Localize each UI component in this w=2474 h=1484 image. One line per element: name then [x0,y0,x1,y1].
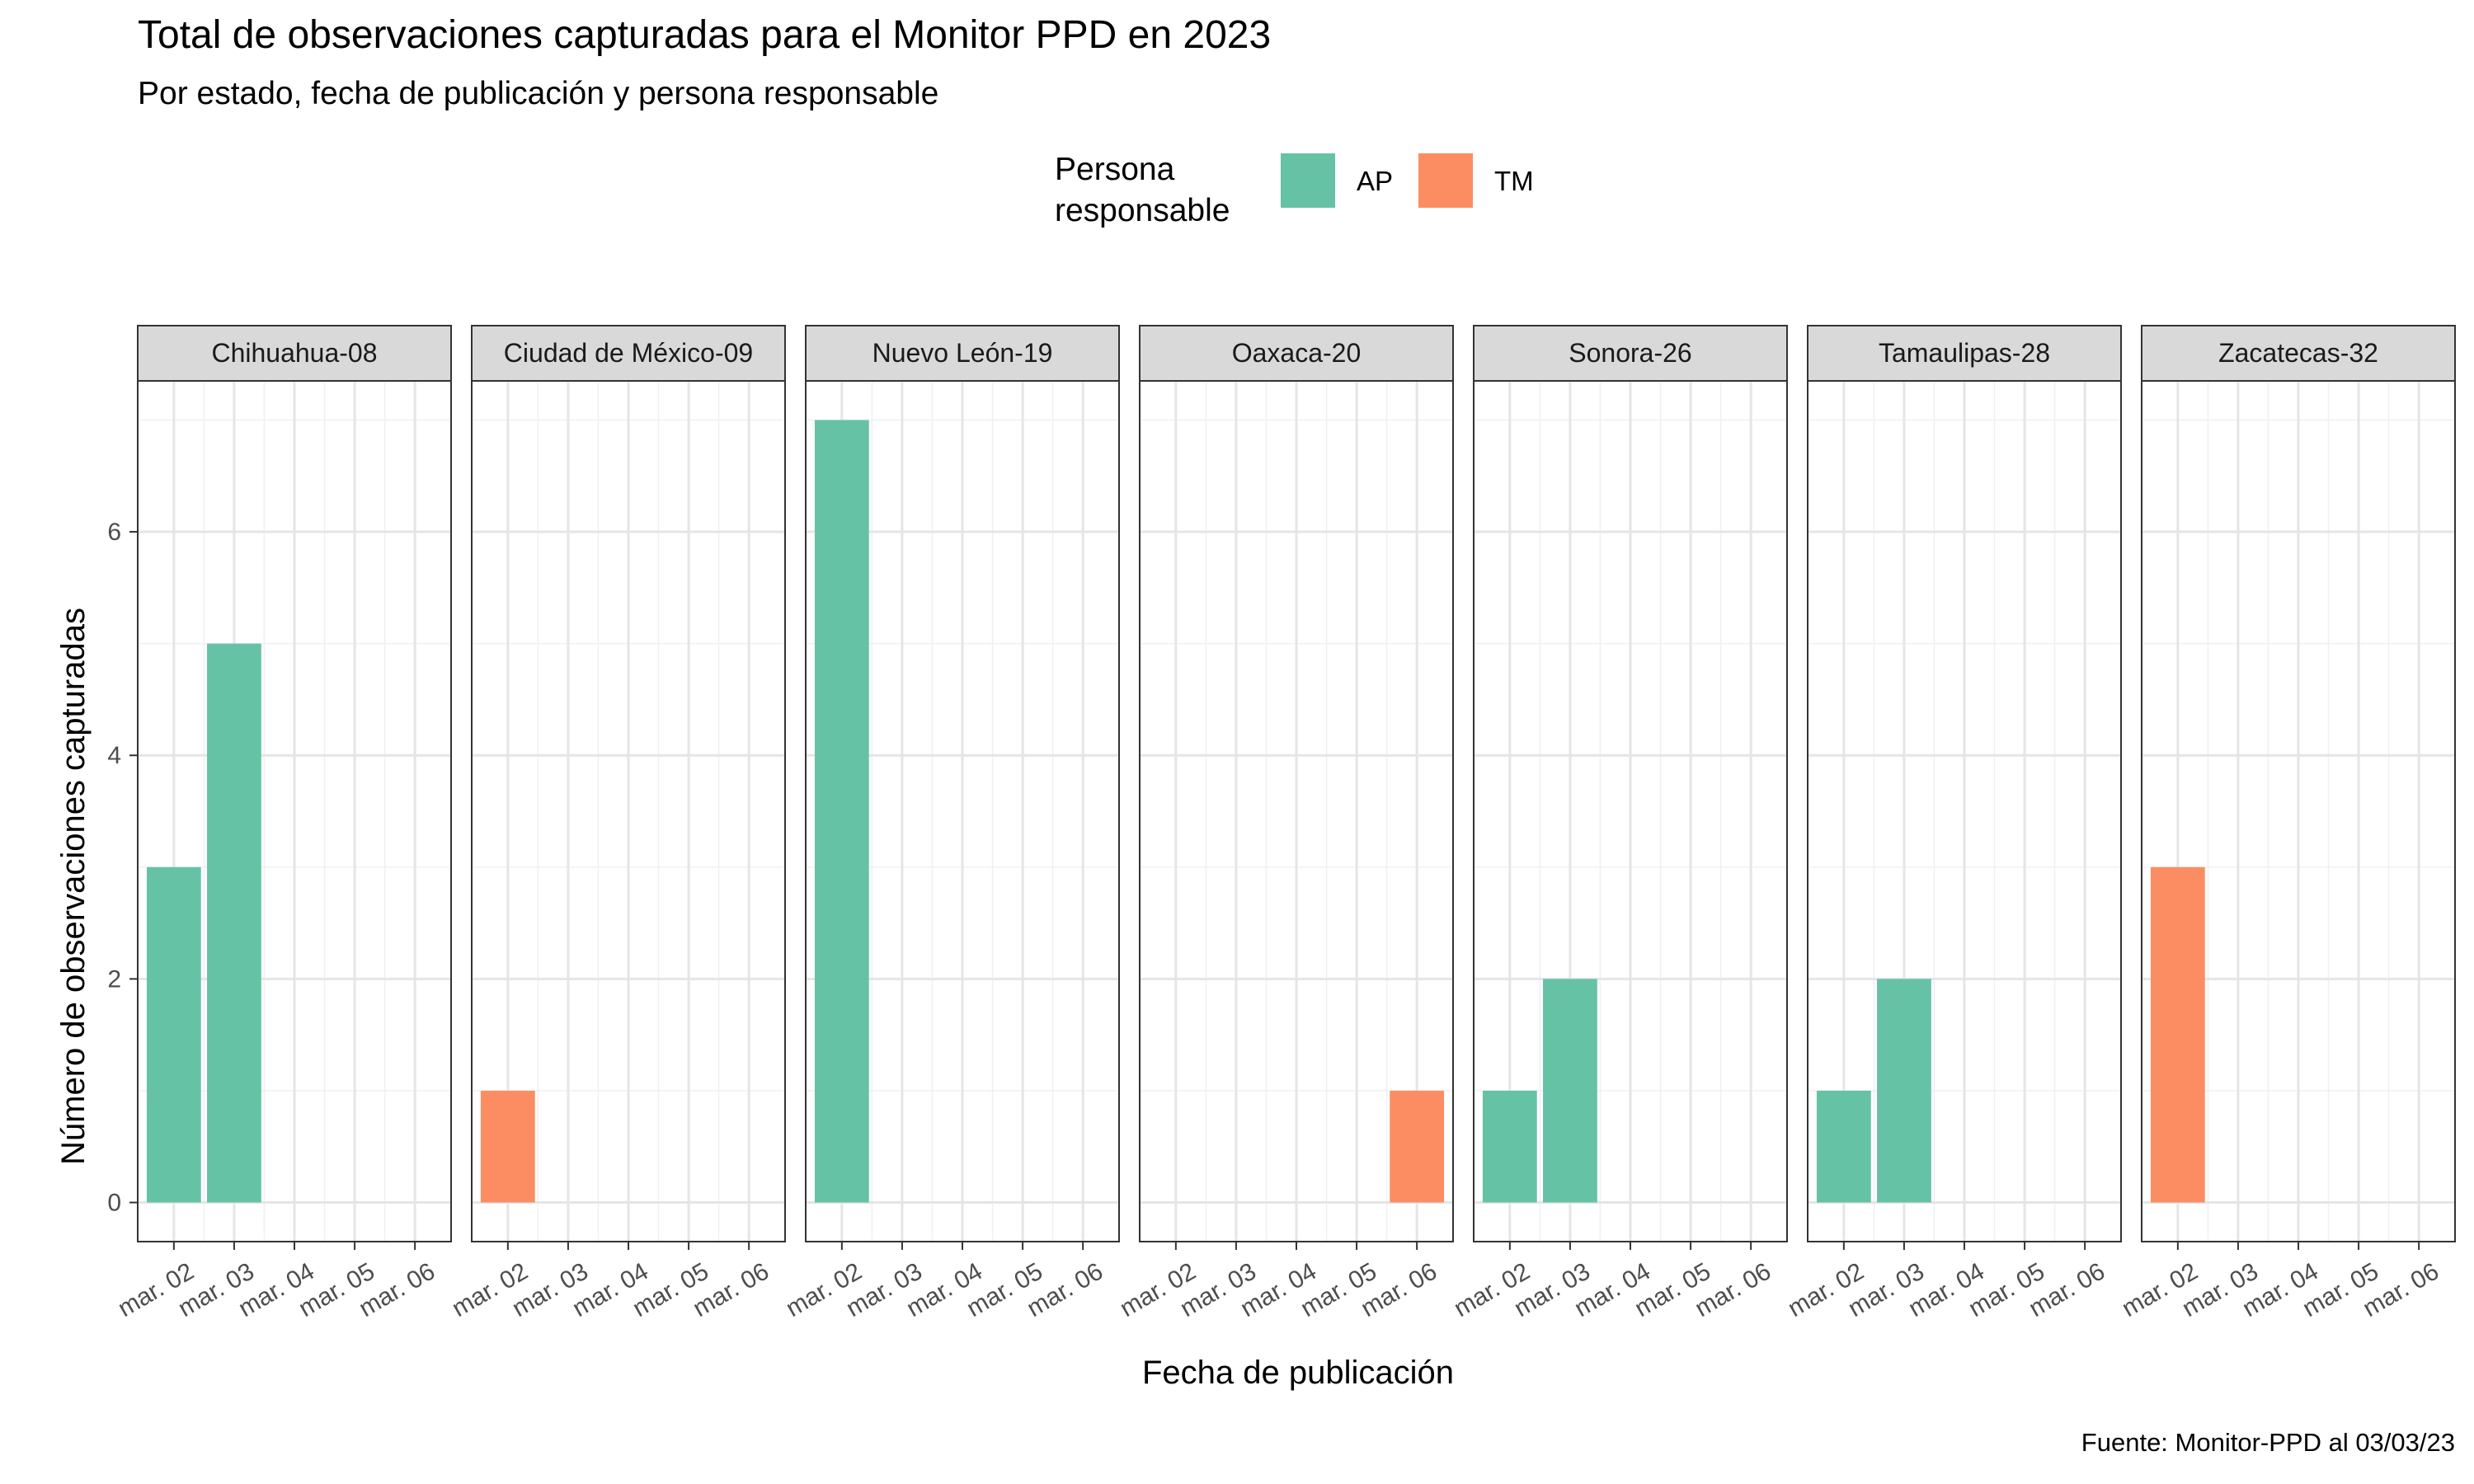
facet-strip-label: Tamaulipas-28 [1879,338,2050,368]
chart-title: Total de observaciones capturadas para e… [138,13,1271,57]
facet-strip-label: Sonora-26 [1569,338,1691,368]
facet-strip-label: Nuevo León-19 [872,338,1053,368]
y-tick-label: 4 [107,742,121,769]
bar [1543,979,1597,1203]
x-axis-title: Fecha de publicación [1142,1355,1454,1391]
bar [1877,979,1931,1203]
bar [480,1090,535,1203]
facet-strip [1807,325,2122,382]
bar [146,866,201,1203]
caption: Fuente: Monitor-PPD al 03/03/23 [2081,1428,2455,1457]
facet-strip [137,325,452,382]
legend: Persona responsable AP TM [1055,152,1534,228]
legend-label-tm: TM [1494,166,1534,196]
bar [207,643,261,1203]
legend-label-ap: AP [1357,166,1393,196]
facet-strip [805,325,1120,382]
chart-subtitle: Por estado, fecha de publicación y perso… [138,76,938,111]
bar [2150,866,2205,1203]
bar [1482,1090,1537,1203]
bar [1390,1090,1445,1203]
legend-key-tm [1418,153,1473,208]
legend-title-line: responsable [1055,193,1230,228]
bar [814,420,869,1203]
facet-strip-label: Chihuahua-08 [211,338,377,368]
y-axis: 0 2 4 6 [107,519,138,1217]
facet-strip [2141,325,2456,382]
facet-strip-label: Ciudad de México-09 [504,338,753,368]
facet-strip [1473,325,1788,382]
bar [1816,1090,1871,1203]
facet-strip [1139,325,1454,382]
legend-title-line: Persona [1055,152,1175,187]
y-tick-label: 6 [107,519,121,546]
legend-key-ap [1281,153,1335,208]
y-tick-label: 0 [107,1190,121,1217]
facet-strip [471,325,786,382]
facet-strip-label: Oaxaca-20 [1232,338,1362,368]
facet-strip-label: Zacatecas-32 [2218,338,2378,368]
y-tick-label: 2 [107,965,121,993]
y-axis-title: Número de observaciones capturadas [55,608,92,1165]
